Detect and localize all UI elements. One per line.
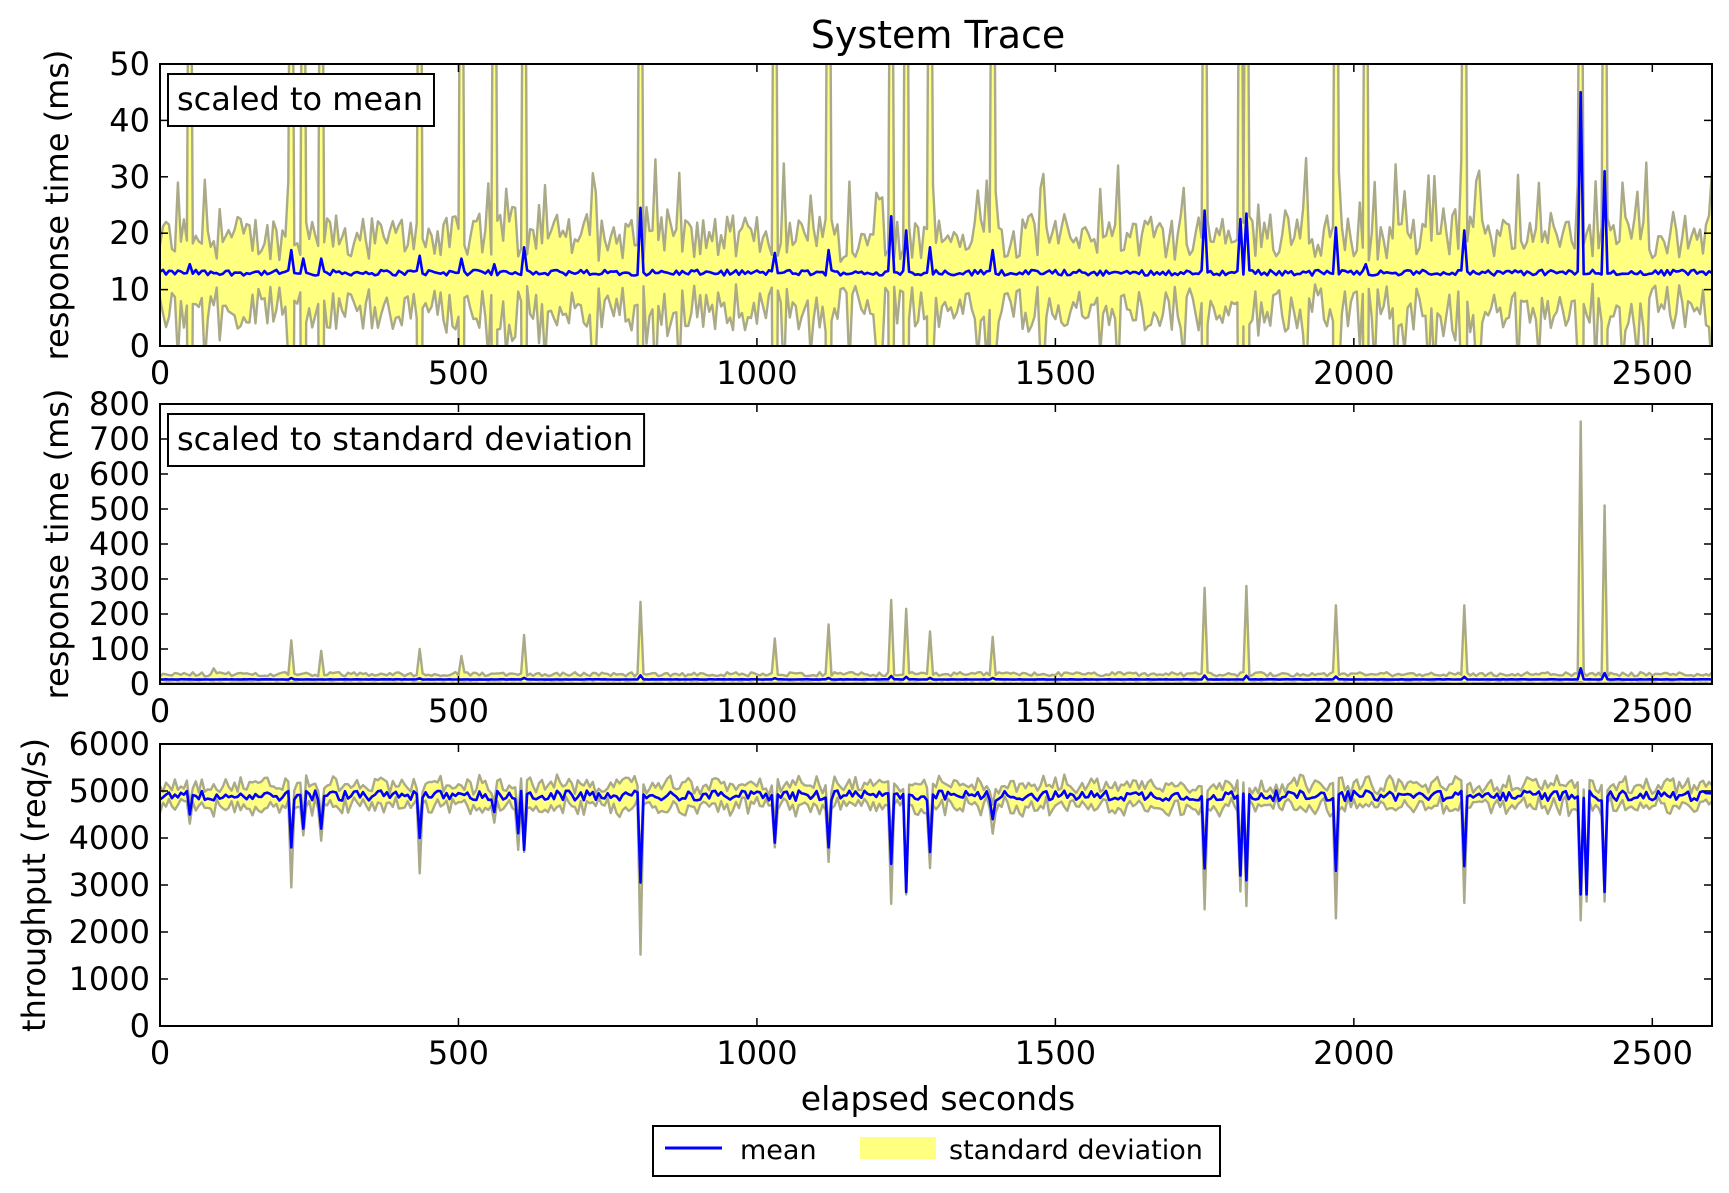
y-tick-label: 400 (89, 525, 150, 563)
y-tick-label: 3000 (69, 866, 150, 904)
x-tick-label: 500 (428, 1034, 489, 1072)
x-tick-label: 2000 (1313, 354, 1394, 392)
y-tick-label: 800 (89, 385, 150, 423)
panel-rt-mean: 0 500 1000 1500 2000 2500 0 10 20 30 40 50 response … (38, 45, 1713, 392)
y-tick-label: 5000 (69, 772, 150, 810)
panel-throughput: 0 500 1000 1500 2000 250001000200030004000500… (15, 725, 1713, 1072)
y-tick-label: 40 (109, 101, 150, 139)
y-tick-label: 6000 (69, 725, 150, 763)
legend-std-swatch (860, 1137, 936, 1159)
y-tick-label: 1000 (69, 960, 150, 998)
plot-area (160, 64, 1712, 346)
axes-frame (159, 63, 1713, 347)
legend-mean-label: mean (740, 1135, 817, 1166)
y-tick-label: 500 (89, 490, 150, 528)
y-tick-label: 100 (89, 630, 150, 668)
std-upper-edge (160, 64, 1712, 263)
panels: 0 500 1000 1500 2000 250001020304050response … (15, 45, 1713, 1072)
legend: mean standard deviation (652, 1125, 1221, 1177)
y-tick-label: 30 (109, 158, 150, 196)
x-tick-label: 1000 (716, 354, 797, 392)
legend-std-label: standard deviation (949, 1135, 1203, 1166)
panel-annotation: scaled to mean (177, 80, 423, 118)
y-axis-label: throughput (req/s) (15, 738, 53, 1032)
y-axis-label: response time (ms) (38, 389, 76, 700)
x-tick-label: 0 (150, 354, 170, 392)
y-tick-label: 50 (109, 45, 150, 83)
x-tick-label: 500 (428, 692, 489, 730)
x-tick-label: 1000 (716, 692, 797, 730)
x-tick-label: 0 (150, 1034, 170, 1072)
std-lower-edge (160, 795, 1712, 956)
y-tick-label: 600 (89, 455, 150, 493)
x-axis-label: elapsed seconds (801, 1079, 1075, 1118)
plot-area (160, 773, 1712, 956)
x-tick-label: 0 (150, 692, 170, 730)
x-tick-label: 500 (428, 354, 489, 392)
panel-annotation: scaled to standard deviation (177, 420, 633, 458)
y-tick-label: 2000 (69, 913, 150, 951)
y-tick-label: 300 (89, 560, 150, 598)
mean-line (160, 90, 1712, 277)
x-tick-label: 2500 (1612, 692, 1693, 730)
legend-frame (652, 1125, 1221, 1177)
y-tick-label: 0 (130, 327, 150, 365)
y-axis-label: response time (ms) (38, 50, 76, 361)
y-tick-label: 700 (89, 420, 150, 458)
x-tick-label: 2000 (1313, 1034, 1394, 1072)
std-upper-edge (160, 420, 1712, 678)
x-tick-label: 2000 (1313, 692, 1394, 730)
y-tick-label: 0 (130, 1007, 150, 1045)
y-tick-label: 10 (109, 271, 150, 309)
figure-title: System Trace (811, 13, 1066, 57)
x-tick-label: 2500 (1612, 354, 1693, 392)
x-tick-label: 1500 (1015, 1034, 1096, 1072)
y-tick-label: 20 (109, 214, 150, 252)
panel-rt-std: 0 500 1000 1500 2000 250001002003004005006007… (38, 385, 1713, 730)
std-lower-edge (160, 282, 1712, 346)
y-tick-label: 0 (130, 665, 150, 703)
x-tick-label: 1000 (716, 1034, 797, 1072)
x-tick-label: 2500 (1612, 1034, 1693, 1072)
annotation-box (167, 73, 435, 127)
annotation-box (167, 413, 646, 467)
mean-line (160, 789, 1712, 896)
x-tick-label: 1500 (1015, 354, 1096, 392)
y-tick-label: 4000 (69, 819, 150, 857)
y-tick-label: 200 (89, 595, 150, 633)
x-tick-label: 1500 (1015, 692, 1096, 730)
mean-line (160, 667, 1712, 681)
